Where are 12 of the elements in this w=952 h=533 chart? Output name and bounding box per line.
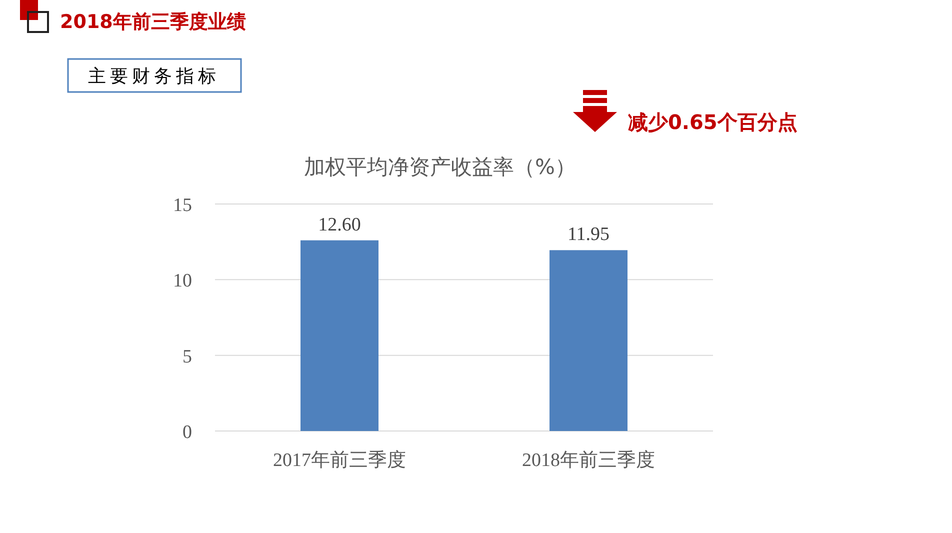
y-tick-label: 0 <box>182 422 192 443</box>
text: 主要财务指标 <box>88 66 220 87</box>
y-tick-label: 15 <box>173 195 192 216</box>
x-tick-label: 2018年前三季度 <box>522 449 655 471</box>
x-tick-label: 2017年前三季度 <box>273 449 406 471</box>
y-tick-label: 10 <box>173 270 192 292</box>
text: 减少0.65个百分点 <box>628 110 798 134</box>
y-tick-label: 5 <box>182 346 192 368</box>
text: 2018年前三季度业绩 <box>60 11 246 33</box>
data-label: 11.95 <box>567 224 610 246</box>
data-label: 12.60 <box>318 214 361 236</box>
chart-title: 加权平均净资产收益率（%） <box>304 155 576 179</box>
